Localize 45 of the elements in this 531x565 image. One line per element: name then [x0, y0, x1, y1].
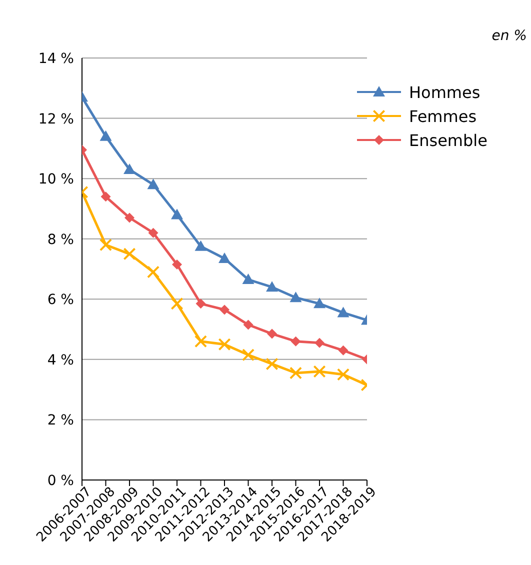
point — [314, 298, 326, 308]
point — [220, 304, 230, 315]
point — [196, 298, 206, 309]
point — [100, 192, 111, 202]
y-tick-label: 0 % — [47, 472, 74, 489]
point — [100, 238, 112, 251]
point — [266, 358, 278, 370]
point — [147, 178, 160, 190]
point — [290, 292, 302, 302]
point — [147, 266, 160, 278]
point — [124, 248, 136, 260]
y-tick-label: 2 % — [47, 412, 74, 429]
point — [338, 345, 348, 356]
point — [124, 164, 136, 174]
point — [243, 320, 254, 330]
point — [171, 298, 183, 310]
point — [124, 212, 134, 223]
point — [314, 365, 326, 378]
point — [290, 366, 302, 379]
y-tick-label: 14 % — [38, 50, 74, 67]
point — [290, 336, 301, 346]
point — [194, 335, 207, 348]
point — [148, 228, 158, 238]
point — [218, 252, 230, 263]
point — [314, 338, 324, 348]
y-tick-label: 10 % — [38, 172, 74, 188]
y-tick-label: 6 % — [47, 292, 74, 308]
point — [100, 130, 112, 141]
point — [267, 328, 277, 339]
point — [337, 306, 350, 318]
point — [337, 368, 350, 380]
point — [218, 338, 230, 350]
y-tick-label: 12 % — [38, 111, 74, 128]
point — [242, 274, 254, 284]
legend-label: Hommes — [409, 82, 480, 102]
legend-label: Ensemble — [409, 130, 488, 150]
point — [194, 240, 207, 251]
y-tick-label: 8 % — [47, 232, 74, 248]
text: en % — [492, 28, 527, 44]
point — [171, 208, 183, 220]
legend-label: Femmes — [409, 106, 477, 126]
point — [242, 348, 254, 361]
y-tick-label: 4 % — [47, 352, 74, 368]
point — [266, 281, 278, 292]
point — [172, 259, 182, 270]
